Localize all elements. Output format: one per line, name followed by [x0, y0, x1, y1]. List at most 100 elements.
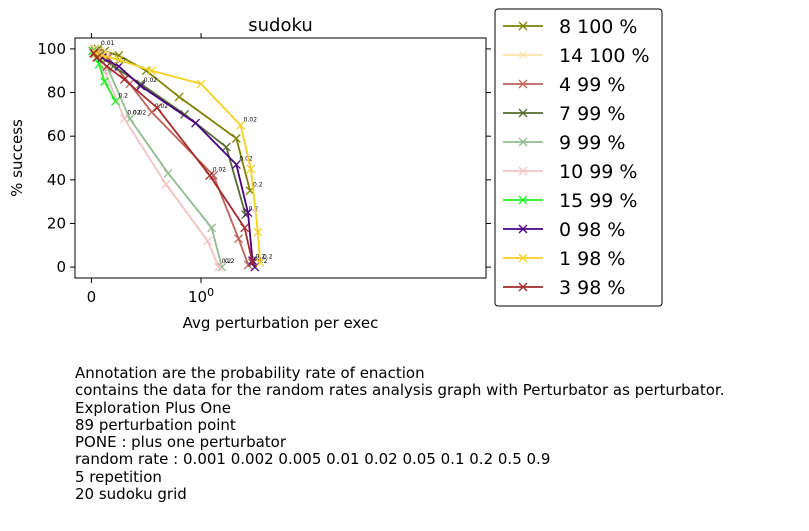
legend-label: 4 99 %: [559, 74, 625, 96]
legend-entry: 14 100 %: [503, 45, 650, 67]
data-point: [196, 79, 206, 89]
caption-line: 20 sudoku grid: [75, 485, 187, 504]
series: 0.020.020.2: [90, 48, 268, 272]
data-point: [119, 114, 129, 124]
data-point: [240, 223, 250, 233]
data-label: 0.02: [239, 156, 253, 163]
data-point: [114, 61, 124, 71]
data-point: [248, 258, 257, 268]
x-tick-label: 0: [87, 288, 97, 306]
series-line: [94, 52, 256, 268]
legend-marker: [518, 195, 528, 205]
legend-entry: 3 98 %: [503, 277, 625, 299]
y-tick-label: 100: [37, 40, 66, 58]
legend-label: 0 98 %: [559, 219, 625, 241]
data-point: [253, 227, 263, 237]
series-line: [93, 50, 250, 266]
legend-entry: 1 98 %: [503, 248, 625, 270]
legend-marker: [518, 79, 528, 89]
legend-entry: 10 99 %: [503, 161, 638, 183]
data-point: [205, 170, 215, 180]
caption-line: Annotation are the probability rate of e…: [75, 364, 425, 382]
y-tick-label: 60: [47, 127, 66, 145]
plot-frame: [74, 37, 487, 279]
data-label: 0.02: [144, 77, 158, 84]
data-point: [255, 258, 265, 268]
x-axis-label: Avg perturbation per exec: [183, 314, 379, 332]
legend-label: 1 98 %: [559, 248, 625, 270]
data-point: [97, 50, 107, 60]
caption-line: PONE : plus one perturbator: [75, 433, 287, 452]
legend-entry: 7 99 %: [503, 103, 625, 125]
data-point: [136, 79, 146, 89]
series: 0.02 0.2: [89, 48, 265, 268]
data-point: [100, 77, 110, 87]
data-label: 0.2: [249, 206, 259, 213]
data-point: [136, 81, 146, 91]
data-label: 0.02: [127, 110, 141, 117]
data-point: [174, 92, 184, 102]
data-point: [243, 208, 253, 218]
y-tick-label: 80: [47, 84, 66, 102]
y-tick-label: 20: [47, 214, 66, 232]
data-label: 0.2: [222, 258, 232, 265]
data-label: 0.2: [225, 258, 235, 265]
data-point: [161, 179, 171, 189]
data-point: [163, 168, 173, 178]
caption-line: 5 repetition: [75, 467, 162, 486]
legend-entry: 15 99 %: [503, 190, 638, 212]
legend-label: 8 100 %: [559, 16, 638, 38]
data-label: 0.2: [119, 92, 129, 99]
x-tick-label: 100: [188, 286, 214, 306]
legend-label: 7 99 %: [559, 103, 625, 125]
legend-label: 3 98 %: [559, 277, 625, 299]
data-point: [246, 164, 256, 174]
plot-area: sudoku 0 100 0 20 40 60 80 100 Avg perturbation p…: [8, 15, 491, 332]
data-point: [119, 74, 129, 84]
data-point: [152, 103, 162, 113]
data-point: [147, 66, 157, 76]
caption-line: random rate : 0.001 0.002 0.005 0.01 0.0…: [75, 450, 551, 469]
data-label: 0.02: [155, 103, 169, 110]
y-tick-label: 0: [56, 258, 66, 276]
y-tick-label: 40: [47, 171, 66, 189]
caption: Annotation are the probability rate of e…: [75, 364, 725, 504]
legend: 8 100 % 14 100 % 4 99 % 7 99 % 9 99 % 10 99 %…: [494, 8, 663, 307]
data-point: [147, 107, 157, 117]
data-label: 0.2: [258, 258, 268, 265]
legend-entry: 4 99 %: [503, 74, 625, 96]
legend-entry: 0 98 %: [503, 219, 625, 241]
legend-marker: [518, 166, 528, 176]
data-point: [236, 120, 246, 130]
legend-marker: [518, 253, 528, 263]
legend-entry: 8 100 %: [503, 16, 638, 38]
data-point: [234, 234, 244, 244]
data-point: [207, 223, 217, 233]
data-point: [111, 96, 121, 106]
series: 0.02 0.2: [89, 46, 261, 270]
caption-line: Exploration Plus One: [75, 398, 231, 417]
data-point: [203, 236, 213, 246]
caption-line: contains the data for the random rates a…: [75, 381, 725, 400]
legend-marker: [518, 21, 528, 31]
data-label: 0.2: [263, 254, 273, 261]
series: 0.02 0.2: [91, 48, 273, 268]
data-point: [214, 262, 224, 272]
series: 0.02 0.2: [89, 46, 235, 272]
data-point: [231, 160, 241, 170]
data-label: 0.02: [133, 110, 147, 117]
legend-label: 9 99 %: [559, 132, 625, 154]
data-label: 0.02: [213, 166, 227, 173]
data-label: 0.02: [244, 116, 258, 123]
data-point: [92, 53, 102, 63]
data-point: [217, 262, 227, 272]
series: 0.02 0.2: [89, 46, 232, 272]
data-point: [102, 61, 112, 71]
legend-marker: [518, 108, 528, 118]
legend-label: 14 100 %: [559, 45, 650, 67]
data-point: [221, 142, 231, 152]
data-point: [89, 48, 99, 58]
legend-marker: [518, 224, 528, 234]
chart-title: sudoku: [248, 15, 313, 36]
legend-entry: 9 99 %: [503, 132, 625, 154]
